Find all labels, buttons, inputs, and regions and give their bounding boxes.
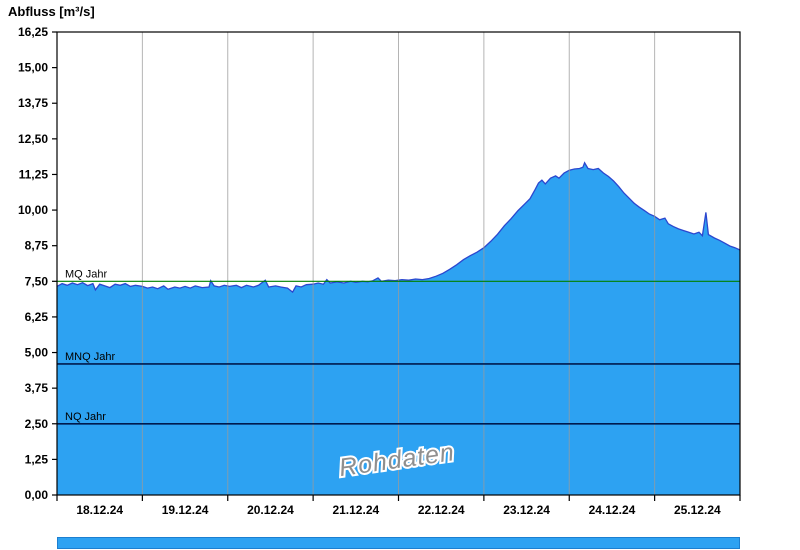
y-tick-label: 1,25: [25, 452, 49, 466]
x-tick-label: 19.12.24: [162, 503, 209, 517]
x-tick-label: 18.12.24: [76, 503, 123, 517]
y-tick-label: 2,50: [25, 417, 49, 431]
x-tick-label: 23.12.24: [503, 503, 550, 517]
y-tick-label: 0,00: [25, 488, 49, 502]
ref-line-label-nq: NQ Jahr: [65, 411, 106, 423]
y-tick-label: 11,25: [19, 167, 49, 181]
y-tick-label: 10,00: [18, 203, 48, 217]
chart-title: Abfluss [m³/s]: [8, 4, 95, 19]
y-tick-label: 6,25: [25, 310, 49, 324]
x-tick-label: 25.12.24: [674, 503, 721, 517]
y-tick-label: 15,00: [18, 61, 48, 75]
y-tick-label: 12,50: [18, 132, 48, 146]
y-tick-label: 16,25: [18, 25, 48, 39]
y-tick-label: 8,75: [25, 239, 49, 253]
x-tick-label: 21.12.24: [332, 503, 379, 517]
horizontal-scrollbar[interactable]: [57, 537, 740, 549]
y-tick-label: 7,50: [25, 274, 49, 288]
x-tick-label: 24.12.24: [589, 503, 636, 517]
x-tick-label: 22.12.24: [418, 503, 465, 517]
y-tick-label: 13,75: [18, 96, 48, 110]
ref-line-label-mnq: MNQ Jahr: [65, 351, 115, 363]
y-tick-label: 5,00: [25, 346, 49, 360]
ref-line-label-mq: MQ Jahr: [65, 268, 108, 280]
y-tick-label: 3,75: [25, 381, 49, 395]
x-tick-label: 20.12.24: [247, 503, 294, 517]
